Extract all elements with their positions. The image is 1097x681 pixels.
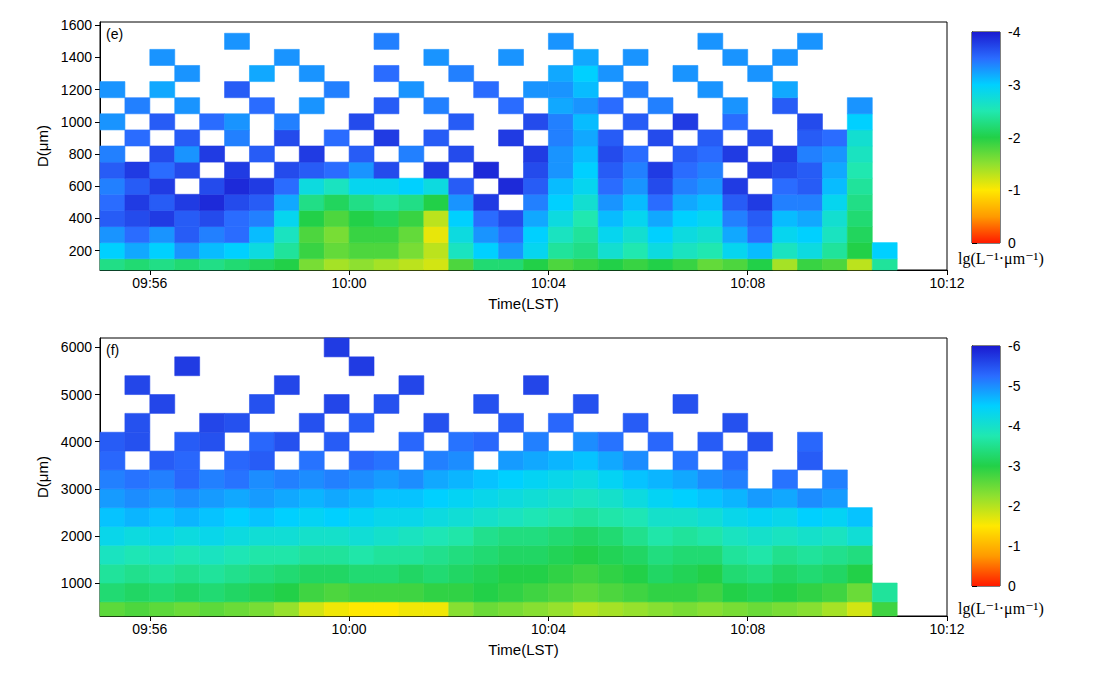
svg-text:10:04: 10:04 bbox=[531, 621, 566, 637]
svg-text:0: 0 bbox=[1008, 235, 1016, 251]
svg-text:-1: -1 bbox=[1008, 182, 1021, 198]
svg-text:Time(LST): Time(LST) bbox=[488, 295, 558, 312]
svg-text:10:08: 10:08 bbox=[730, 621, 765, 637]
svg-text:10:04: 10:04 bbox=[531, 275, 566, 291]
svg-text:1000: 1000 bbox=[61, 575, 92, 591]
svg-text:400: 400 bbox=[69, 210, 93, 226]
svg-text:10:00: 10:00 bbox=[332, 275, 367, 291]
svg-text:1600: 1600 bbox=[61, 17, 92, 33]
svg-text:-5: -5 bbox=[1008, 378, 1021, 394]
svg-text:-6: -6 bbox=[1008, 338, 1021, 354]
svg-text:-3: -3 bbox=[1008, 77, 1021, 93]
svg-text:0: 0 bbox=[1008, 578, 1016, 594]
svg-text:200: 200 bbox=[69, 243, 93, 259]
svg-text:10:08: 10:08 bbox=[730, 275, 765, 291]
svg-text:10:12: 10:12 bbox=[929, 275, 964, 291]
svg-text:10:00: 10:00 bbox=[332, 621, 367, 637]
svg-text:lg(L⁻¹·μm⁻¹): lg(L⁻¹·μm⁻¹) bbox=[958, 250, 1044, 268]
svg-text:-3: -3 bbox=[1008, 458, 1021, 474]
svg-text:800: 800 bbox=[69, 146, 93, 162]
svg-text:lg(L⁻¹·μm⁻¹): lg(L⁻¹·μm⁻¹) bbox=[958, 600, 1044, 618]
svg-text:D(μm): D(μm) bbox=[34, 125, 51, 167]
svg-text:(e): (e) bbox=[106, 26, 123, 42]
svg-text:6000: 6000 bbox=[61, 339, 92, 355]
svg-text:-1: -1 bbox=[1008, 538, 1021, 554]
svg-text:1400: 1400 bbox=[61, 49, 92, 65]
svg-text:(f): (f) bbox=[106, 342, 119, 358]
svg-text:09:56: 09:56 bbox=[132, 621, 167, 637]
svg-text:4000: 4000 bbox=[61, 434, 92, 450]
svg-text:-4: -4 bbox=[1008, 24, 1021, 40]
svg-text:1000: 1000 bbox=[61, 114, 92, 130]
svg-text:-2: -2 bbox=[1008, 130, 1021, 146]
svg-text:3000: 3000 bbox=[61, 481, 92, 497]
svg-text:10:12: 10:12 bbox=[929, 621, 964, 637]
svg-text:2000: 2000 bbox=[61, 528, 92, 544]
svg-text:-2: -2 bbox=[1008, 498, 1021, 514]
svg-text:600: 600 bbox=[69, 178, 93, 194]
svg-text:09:56: 09:56 bbox=[132, 275, 167, 291]
svg-text:D(μm): D(μm) bbox=[34, 456, 51, 498]
svg-text:1200: 1200 bbox=[61, 82, 92, 98]
svg-text:-4: -4 bbox=[1008, 418, 1021, 434]
svg-text:5000: 5000 bbox=[61, 387, 92, 403]
svg-text:Time(LST): Time(LST) bbox=[488, 641, 558, 658]
